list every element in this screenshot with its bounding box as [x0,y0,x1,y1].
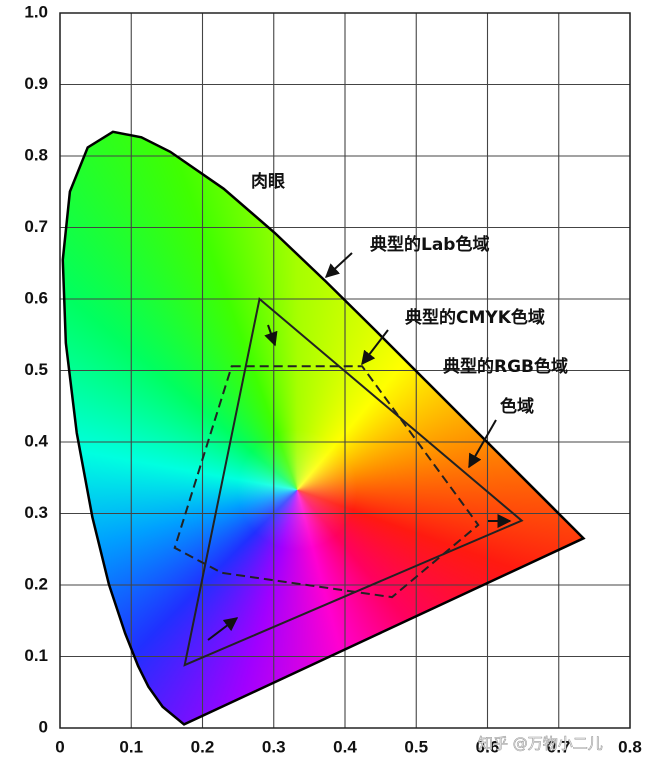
x-tick-label: 0.4 [333,737,357,756]
y-tick-label: 0.8 [24,145,48,164]
arrow [207,617,239,641]
annotation: 典型的Lab色域 [370,234,489,255]
x-tick-label: 0.6 [476,737,500,756]
spectral-locus [61,130,586,726]
x-tick-label: 0 [55,737,64,756]
rgb-gamut [183,297,524,667]
x-tick-label: 0.5 [404,737,428,756]
y-tick-label: 0.9 [24,74,48,93]
arrow [468,419,497,469]
annotation: 肉眼 [251,171,285,192]
x-tick-label: 0.7 [547,737,571,756]
plot-frame [59,12,631,729]
watermark: 知乎 @万物小二儿 [478,735,603,753]
y-tick-label: 0 [39,717,48,736]
y-tick-label: 0.3 [24,503,48,522]
x-tick-label: 0.3 [262,737,286,756]
arrow [264,324,278,347]
y-tick-label: 0.6 [24,288,48,307]
annotation: 典型的RGB色域 [443,356,568,377]
x-tick-label: 0.2 [191,737,215,756]
y-tick-label: 0.2 [24,574,48,593]
annotation: 色域 [500,396,534,417]
arrow [361,329,389,366]
y-tick-label: 1.0 [24,2,48,21]
y-tick-label: 0.4 [24,431,48,450]
arrow [324,252,353,278]
cmyk-gamut [173,365,480,599]
y-tick-label: 0.5 [24,360,48,379]
annotation: 典型的CMYK色域 [405,307,545,328]
y-tick-label: 0.7 [24,217,48,236]
x-tick-label: 0.1 [119,737,143,756]
y-tick-label: 0.1 [24,646,48,665]
x-tick-label: 0.8 [618,737,642,756]
